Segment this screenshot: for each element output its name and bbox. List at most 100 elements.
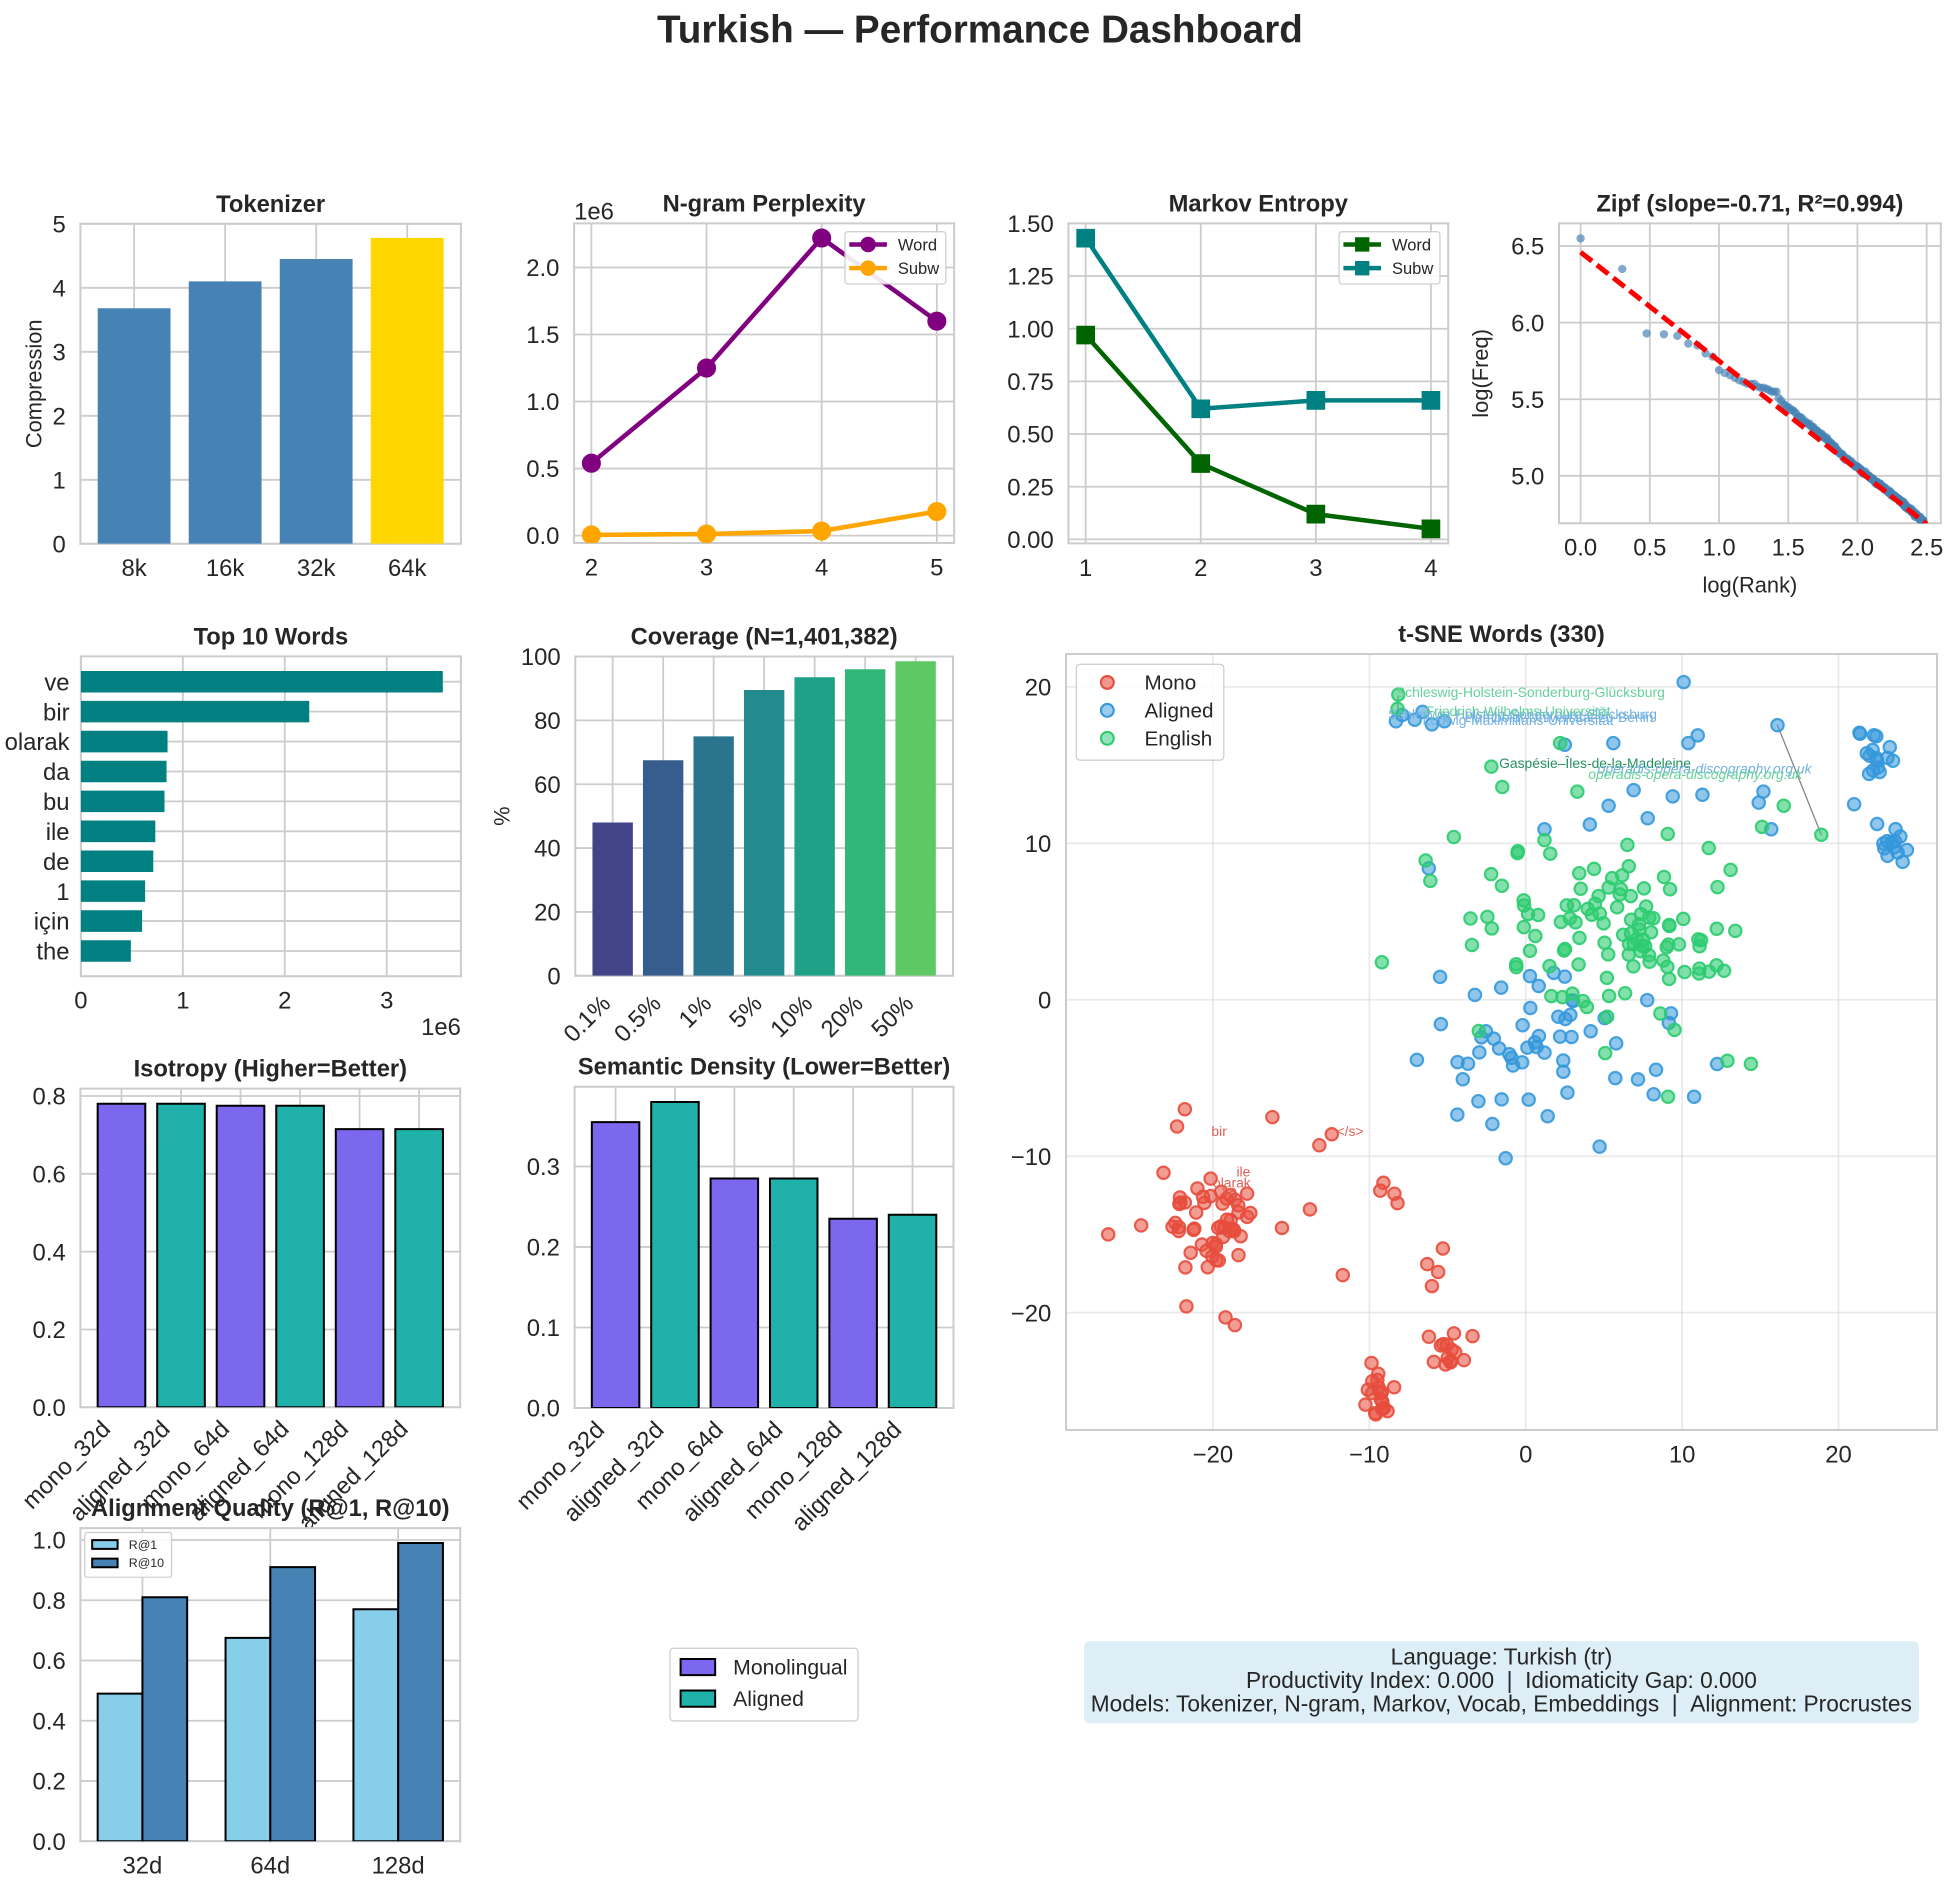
svg-text:8k: 8k <box>122 555 147 582</box>
svg-text:1.25: 1.25 <box>1007 264 1053 291</box>
svg-text:0.2: 0.2 <box>33 1317 66 1344</box>
svg-text:Schleswig-Holstein-Sonderburg-: Schleswig-Holstein-Sonderburg-Glücksburg <box>1396 684 1665 700</box>
svg-text:de: de <box>43 849 70 876</box>
svg-text:Coverage (N=1,401,382): Coverage (N=1,401,382) <box>631 625 898 651</box>
svg-text:ve: ve <box>1222 1182 1237 1198</box>
svg-text:ile: ile <box>1236 1164 1250 1180</box>
svg-text:0: 0 <box>1038 987 1051 1014</box>
svg-text:5: 5 <box>930 554 943 581</box>
svg-text:1.5: 1.5 <box>1772 535 1805 562</box>
svg-text:</s>: </s> <box>1337 1123 1364 1139</box>
svg-text:6.5: 6.5 <box>1511 234 1544 261</box>
svg-text:Top 10 Words: Top 10 Words <box>194 624 349 650</box>
svg-text:0.6: 0.6 <box>33 1648 66 1675</box>
svg-text:için: için <box>34 909 70 936</box>
svg-text:operadis-opera-discography.org: operadis-opera-discography.org.uk <box>1598 761 1813 777</box>
svg-text:−10: −10 <box>1011 1144 1051 1171</box>
svg-text:6.0: 6.0 <box>1511 310 1544 337</box>
svg-text:0.25: 0.25 <box>1007 474 1053 501</box>
svg-text:0.2: 0.2 <box>527 1235 560 1262</box>
svg-text:Tokenizer: Tokenizer <box>216 192 325 218</box>
svg-text:%: % <box>490 806 515 825</box>
svg-text:10: 10 <box>1025 831 1052 858</box>
svg-text:bir: bir <box>43 699 70 726</box>
svg-text:bu: bu <box>43 789 70 816</box>
svg-text:2.5: 2.5 <box>1910 535 1943 562</box>
svg-text:0: 0 <box>547 963 560 990</box>
svg-text:64d: 64d <box>250 1853 290 1880</box>
svg-text:Compression: Compression <box>21 319 46 448</box>
svg-text:3: 3 <box>52 339 65 366</box>
svg-text:5: 5 <box>52 211 65 238</box>
svg-text:Productivity Index: 0.000 |: Productivity Index: 0.000 | Idiomaticity… <box>1246 1667 1757 1693</box>
svg-text:Models: Tokenizer, N-gram, Mar: Models: Tokenizer, N-gram, Markov, Vocab… <box>1091 1691 1912 1717</box>
svg-text:20: 20 <box>1825 1441 1852 1468</box>
svg-text:Word: Word <box>898 235 937 254</box>
svg-text:0.0: 0.0 <box>33 1829 66 1856</box>
svg-text:1.00: 1.00 <box>1007 316 1053 343</box>
svg-text:0.1: 0.1 <box>527 1315 560 1342</box>
svg-text:0: 0 <box>74 988 87 1015</box>
svg-text:ve: ve <box>44 669 69 696</box>
svg-text:da: da <box>43 759 70 786</box>
svg-text:log(Rank): log(Rank) <box>1703 572 1798 597</box>
svg-text:4: 4 <box>1424 555 1437 582</box>
svg-text:0.0: 0.0 <box>527 1396 560 1423</box>
svg-text:100: 100 <box>521 644 561 671</box>
svg-text:0.8: 0.8 <box>33 1084 66 1111</box>
svg-text:−10: −10 <box>1349 1441 1389 1468</box>
svg-text:Alignment Quality (R@1, R@10): Alignment Quality (R@1, R@10) <box>91 1496 450 1522</box>
svg-text:0.0: 0.0 <box>33 1395 66 1422</box>
svg-text:Markov Entropy: Markov Entropy <box>1169 191 1349 217</box>
svg-text:log(Freq): log(Freq) <box>1468 329 1493 418</box>
svg-text:1: 1 <box>56 879 69 906</box>
svg-text:Subw: Subw <box>1392 259 1433 278</box>
svg-text:0.0: 0.0 <box>526 523 559 550</box>
svg-text:Word: Word <box>1392 235 1431 254</box>
svg-text:1: 1 <box>176 988 189 1015</box>
svg-text:40: 40 <box>534 836 561 863</box>
svg-text:Gaspésie–Îles-de-la-Madeleine: Gaspésie–Îles-de-la-Madeleine <box>1499 755 1691 771</box>
svg-text:1.5: 1.5 <box>526 322 559 349</box>
svg-text:10: 10 <box>1669 1441 1696 1468</box>
svg-text:0.5: 0.5 <box>1633 535 1666 562</box>
svg-text:1e6: 1e6 <box>421 1014 461 1041</box>
svg-text:2.0: 2.0 <box>526 255 559 282</box>
svg-text:4: 4 <box>52 275 65 302</box>
svg-text:ile: ile <box>46 819 70 846</box>
svg-text:5.5: 5.5 <box>1511 387 1544 414</box>
svg-text:operadis-opera-discography.org: operadis-opera-discography.org.uk <box>1588 766 1803 782</box>
svg-text:16k: 16k <box>206 555 245 582</box>
svg-text:128d: 128d <box>372 1853 425 1880</box>
svg-text:1.0: 1.0 <box>33 1528 66 1555</box>
svg-text:t-SNE Words (330): t-SNE Words (330) <box>1398 622 1604 648</box>
svg-text:2.0: 2.0 <box>1841 535 1874 562</box>
svg-text:0.0: 0.0 <box>1564 535 1597 562</box>
svg-text:0.75: 0.75 <box>1007 369 1053 396</box>
svg-text:0.8: 0.8 <box>33 1588 66 1615</box>
svg-text:N-gram Perplexity: N-gram Perplexity <box>663 191 867 217</box>
svg-text:0.6: 0.6 <box>33 1161 66 1188</box>
svg-text:3: 3 <box>700 554 713 581</box>
svg-text:1.50: 1.50 <box>1007 211 1053 238</box>
svg-text:0.00: 0.00 <box>1007 527 1053 554</box>
svg-text:2: 2 <box>585 554 598 581</box>
svg-text:the: the <box>36 939 69 966</box>
svg-text:Subw: Subw <box>898 259 939 278</box>
svg-text:olarak: olarak <box>1213 1175 1251 1191</box>
svg-text:4: 4 <box>815 554 828 581</box>
svg-text:0: 0 <box>52 531 65 558</box>
svg-text:2: 2 <box>1194 555 1207 582</box>
svg-text:5.0: 5.0 <box>1511 463 1544 490</box>
svg-text:Language: Turkish (tr): Language: Turkish (tr) <box>1391 1643 1613 1669</box>
svg-text:olarak: olarak <box>5 729 70 756</box>
svg-text:Semantic Density (Lower=Better: Semantic Density (Lower=Better) <box>578 1055 950 1081</box>
svg-text:32k: 32k <box>297 555 336 582</box>
svg-text:Mono: Mono <box>1145 672 1197 695</box>
svg-text:Aligned: Aligned <box>733 1688 804 1711</box>
svg-text:1: 1 <box>52 467 65 494</box>
svg-text:0.4: 0.4 <box>33 1239 66 1266</box>
svg-text:1.0: 1.0 <box>1702 535 1735 562</box>
svg-text:−20: −20 <box>1193 1441 1233 1468</box>
svg-text:R@1: R@1 <box>129 1538 158 1552</box>
